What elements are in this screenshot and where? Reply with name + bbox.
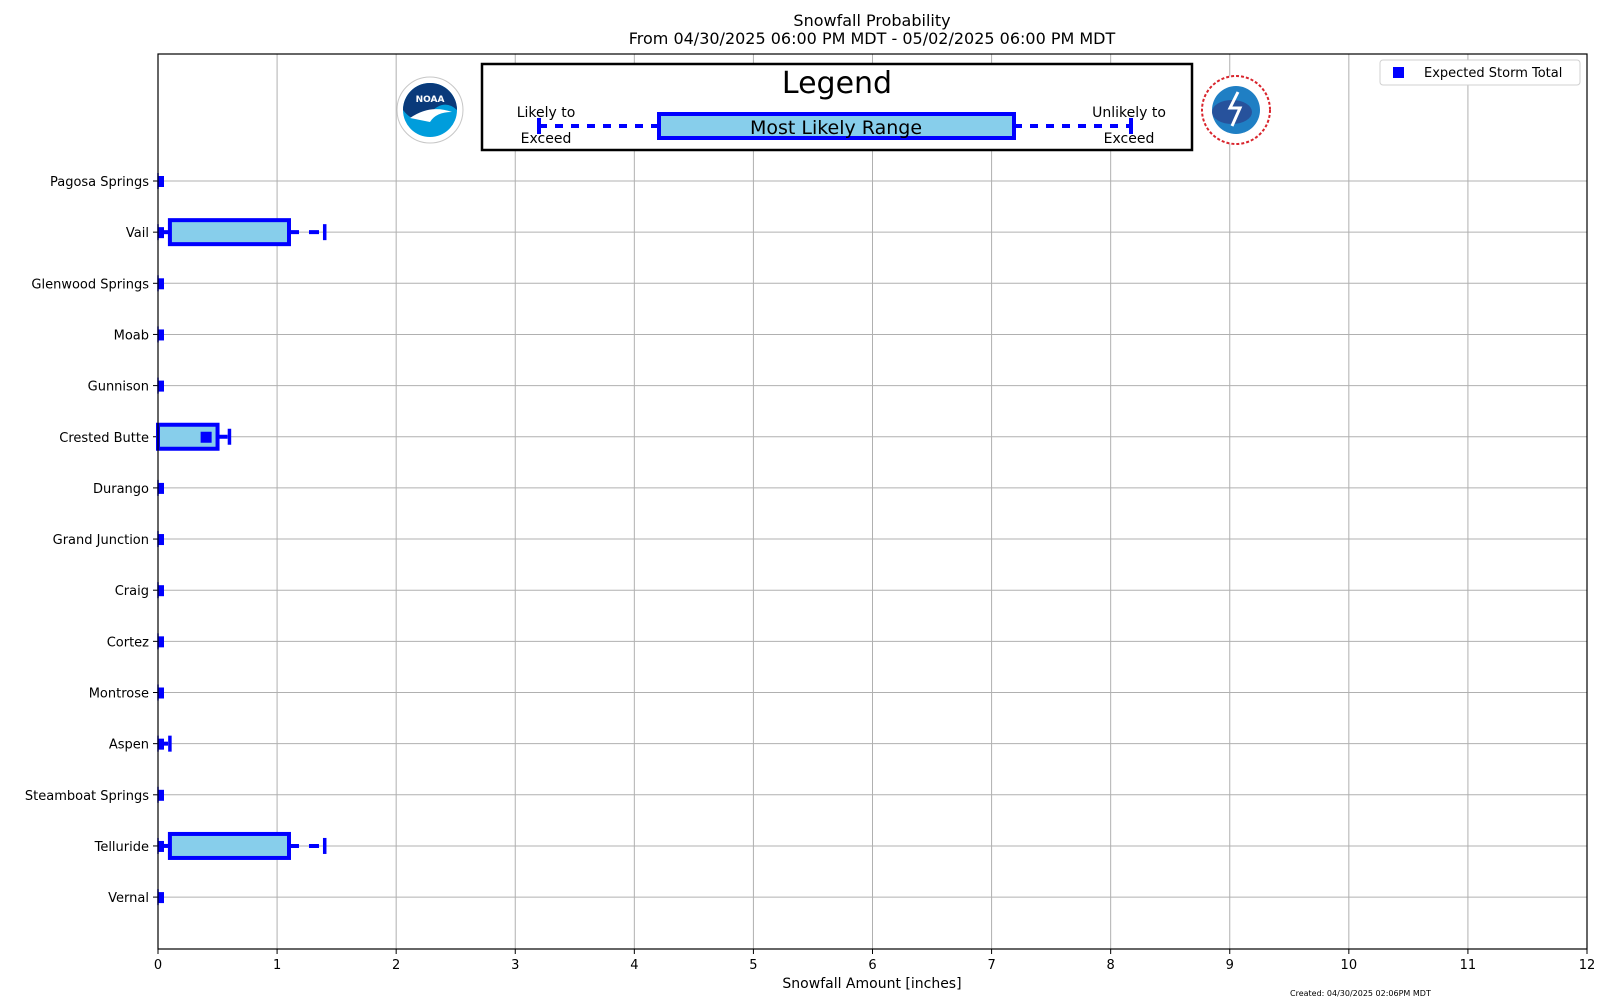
location-series (157, 377, 164, 394)
x-tick-label: 6 (868, 958, 876, 973)
expected-marker (158, 380, 164, 392)
x-tick-label: 9 (1226, 958, 1234, 973)
y-tick-label: Vail (126, 226, 149, 241)
grid-lines (158, 54, 1587, 949)
location-series (157, 786, 164, 803)
location-series (157, 531, 164, 548)
expected-marker (158, 278, 164, 290)
legend-unlikely-label-1: Unlikely to (1092, 105, 1166, 121)
created-footer: Created: 04/30/2025 02:06PM MDT (1290, 989, 1431, 998)
y-tick-label: Vernal (108, 891, 149, 906)
x-tick-label: 8 (1107, 958, 1115, 973)
expected-marker (158, 227, 164, 239)
location-series (157, 684, 164, 701)
noaa-logo-text: NOAA (416, 95, 445, 105)
legend-likely-label-2: Exceed (521, 131, 572, 147)
legend-title: Legend (782, 66, 892, 101)
location-series (157, 218, 327, 247)
expected-marker (158, 585, 164, 597)
plot-frame (157, 53, 1588, 950)
legend-entry-expected-total: Expected Storm Total (1424, 66, 1562, 81)
y-axis-labels: Pagosa Springs Vail Glenwood Springs Moab Gu… (25, 175, 158, 906)
y-tick-label: Gunnison (88, 380, 149, 395)
y-tick-label: Glenwood Springs (31, 277, 149, 292)
noaa-logo-icon: NOAA (396, 76, 464, 144)
expected-marker (158, 534, 164, 546)
location-series (157, 275, 164, 292)
expected-marker (158, 789, 164, 801)
location-series (157, 889, 164, 906)
x-tick-label: 7 (987, 958, 995, 973)
x-axis-ticks: 0 1 2 3 4 5 6 7 8 9 10 11 12 (154, 949, 1595, 973)
expected-marker (158, 482, 164, 494)
expected-marker (158, 176, 164, 187)
y-tick-label: Pagosa Springs (50, 175, 149, 190)
expected-marker (158, 892, 164, 904)
y-tick-label: Telluride (94, 840, 149, 855)
expected-marker (158, 329, 164, 341)
location-series (157, 831, 327, 860)
legend-range-label: Most Likely Range (750, 117, 922, 139)
legend-marker-square (1393, 67, 1404, 78)
legend-likely-label-1: Likely to (517, 105, 576, 121)
data-series (156, 173, 327, 906)
location-series (157, 173, 164, 189)
y-tick-label: Aspen (109, 738, 149, 753)
location-series (156, 422, 232, 451)
legend-range-box (657, 112, 1016, 140)
location-series (157, 326, 164, 343)
expected-marker (158, 636, 164, 648)
range-box (167, 831, 291, 860)
y-tick-label: Montrose (89, 687, 149, 702)
chart-title: Snowfall Probability (793, 11, 950, 30)
y-tick-label: Grand Junction (53, 533, 149, 548)
x-tick-label: 11 (1460, 958, 1477, 973)
x-tick-label: 3 (511, 958, 519, 973)
x-tick-label: 10 (1341, 958, 1358, 973)
series-legend: Expected Storm Total (1379, 59, 1581, 86)
x-tick-label: 4 (630, 958, 638, 973)
x-axis-label: Snowfall Amount [inches] (782, 976, 961, 992)
location-series (157, 479, 164, 496)
legend-explainer-box: Legend Most Likely Range Likely to Excee… (480, 62, 1194, 152)
expected-marker (158, 840, 164, 852)
y-tick-label: Steamboat Springs (25, 789, 149, 804)
x-tick-label: 1 (273, 958, 281, 973)
y-tick-label: Moab (114, 328, 149, 343)
nws-logo-icon (1201, 75, 1271, 145)
y-tick-label: Crested Butte (59, 431, 149, 446)
x-tick-label: 5 (749, 958, 757, 973)
chart-subtitle: From 04/30/2025 06:00 PM MDT - 05/02/202… (629, 29, 1116, 48)
y-tick-label: Cortez (107, 635, 149, 650)
expected-marker (158, 738, 164, 750)
y-tick-label: Craig (115, 584, 149, 599)
location-series (157, 582, 164, 599)
x-tick-label: 12 (1579, 958, 1596, 973)
expected-marker (158, 687, 164, 699)
x-tick-label: 2 (392, 958, 400, 973)
location-series (157, 633, 164, 650)
legend-unlikely-label-2: Exceed (1104, 131, 1155, 147)
y-tick-label: Durango (93, 482, 149, 497)
range-box (167, 218, 291, 247)
expected-marker (200, 431, 212, 443)
x-tick-label: 0 (154, 958, 162, 973)
